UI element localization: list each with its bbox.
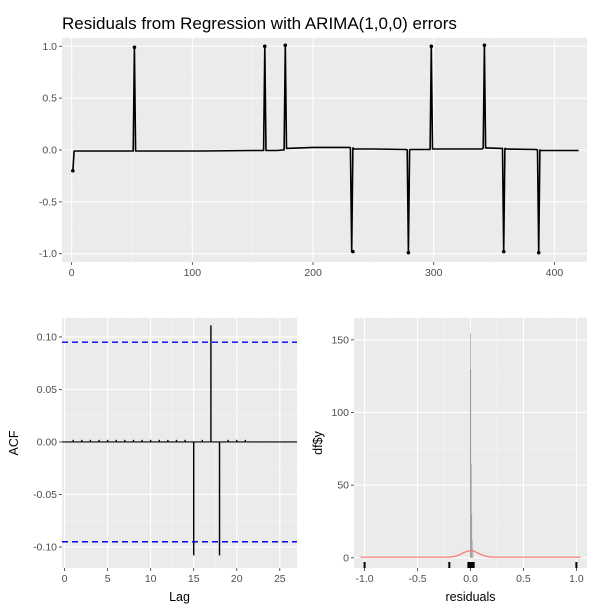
x-tick-label: 0.5 <box>516 573 531 585</box>
residual-point <box>429 44 434 49</box>
histogram-x-axis-label: residuals <box>445 590 495 604</box>
residual-point <box>501 249 506 254</box>
x-tick-label: 300 <box>425 267 443 279</box>
x-tick-label: 0 <box>62 573 68 585</box>
x-tick-label: 400 <box>546 267 564 279</box>
x-tick-label: 0.0 <box>463 573 478 585</box>
x-tick-label: 20 <box>231 573 243 585</box>
residuals-panel: 0 100 200 300 400 -1.0 -0.5 0.0 0.5 1.0 <box>39 38 587 279</box>
chart-title: Residuals from Regression with ARIMA(1,0… <box>62 14 457 33</box>
residual-point <box>283 43 288 48</box>
histogram-bar <box>472 548 474 558</box>
y-tick-label: 1.0 <box>42 41 57 53</box>
residual-point <box>406 250 411 255</box>
residuals-tick-labels: 0 100 200 300 400 -1.0 -0.5 0.0 0.5 1.0 <box>39 41 563 279</box>
y-tick-label: 0.5 <box>42 93 57 105</box>
acf-bars <box>62 325 297 556</box>
x-tick-label: 100 <box>184 267 202 279</box>
histogram-bars <box>360 332 581 568</box>
residuals-gridlines <box>62 38 587 262</box>
x-tick-label: 5 <box>105 573 111 585</box>
y-tick-label: -0.05 <box>33 489 57 501</box>
residual-point <box>132 45 137 50</box>
y-tick-label: 0.10 <box>37 331 58 343</box>
x-tick-label: -0.5 <box>408 573 426 585</box>
x-tick-label: 200 <box>304 267 322 279</box>
y-tick-label: 0.05 <box>37 384 58 396</box>
acf-tick-labels: 0 5 10 15 20 25 -0.10 -0.05 0.00 0.05 0.10 <box>33 331 286 585</box>
residuals-line <box>72 44 579 254</box>
x-tick-label: 1.0 <box>569 573 584 585</box>
residual-point <box>351 249 355 254</box>
histogram-bar <box>470 463 472 558</box>
y-tick-label: -0.10 <box>33 541 57 553</box>
y-tick-label: 0.0 <box>42 145 57 157</box>
x-tick-label: 15 <box>188 573 200 585</box>
x-tick-label: 0 <box>69 267 75 279</box>
y-tick-label: 0 <box>343 552 349 564</box>
x-tick-label: -1.0 <box>356 573 374 585</box>
y-tick-label: 50 <box>337 480 349 492</box>
histogram-y-axis-label: df$y <box>311 430 325 454</box>
x-tick-label: 10 <box>145 573 157 585</box>
residual-point <box>262 44 267 49</box>
histogram-bar <box>471 514 473 558</box>
density-curve <box>360 550 581 558</box>
histogram-panel: -1.0 -0.5 0.0 0.5 1.0 0 50 100 150 residuals df$… <box>311 318 587 604</box>
acf-y-axis-label: ACF <box>7 430 21 455</box>
y-tick-label: 100 <box>331 407 349 419</box>
acf-x-axis-label: Lag <box>169 590 190 604</box>
residuals-series <box>71 43 579 255</box>
y-tick-label: 0.00 <box>37 436 58 448</box>
y-tick-label: -1.0 <box>39 248 57 260</box>
y-tick-label: -0.5 <box>39 196 57 208</box>
acf-panel: 0 5 10 15 20 25 -0.10 -0.05 0.00 0.05 0.10 Lag ACF <box>7 318 297 604</box>
residual-point <box>71 168 75 173</box>
residual-point <box>482 43 487 48</box>
acf-panel-background <box>62 318 297 568</box>
y-tick-label: 150 <box>331 334 349 346</box>
x-tick-label: 25 <box>274 573 286 585</box>
histogram-tick-labels: -1.0 -0.5 0.0 0.5 1.0 0 50 100 150 <box>331 334 583 585</box>
residual-point <box>536 250 541 255</box>
